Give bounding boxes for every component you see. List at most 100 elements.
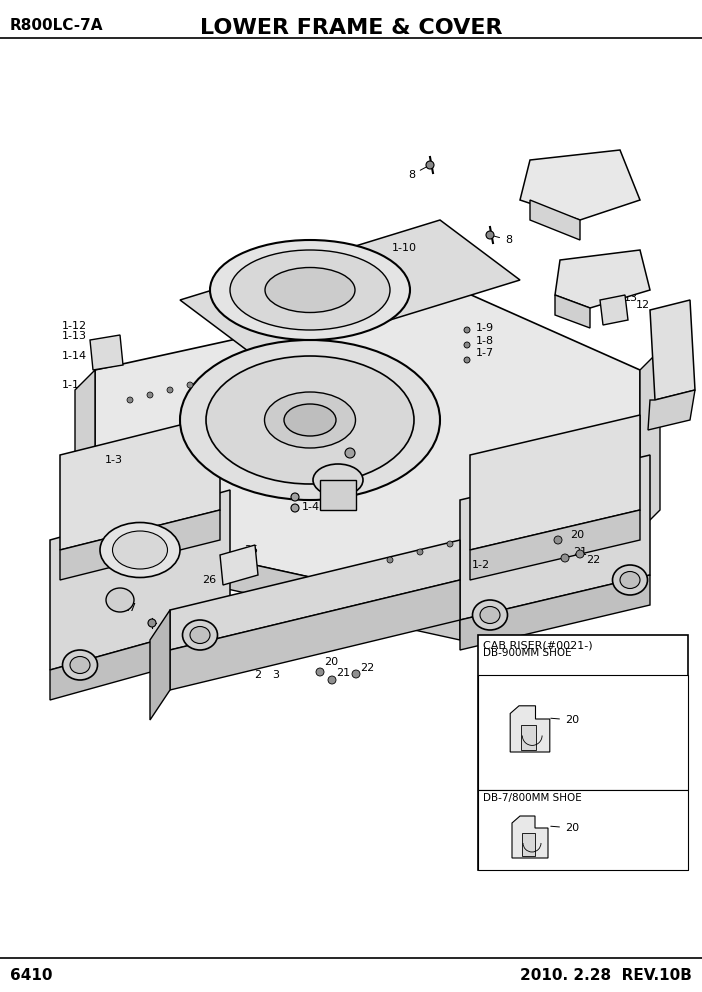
Ellipse shape <box>62 650 98 680</box>
Polygon shape <box>170 580 460 690</box>
Ellipse shape <box>284 404 336 436</box>
Text: 1-8: 1-8 <box>476 336 494 346</box>
Text: 26: 26 <box>110 533 124 543</box>
Polygon shape <box>512 816 548 858</box>
Ellipse shape <box>620 571 640 588</box>
Polygon shape <box>60 510 220 580</box>
Circle shape <box>464 327 470 333</box>
Circle shape <box>147 392 153 398</box>
Polygon shape <box>470 510 640 580</box>
Text: 12: 12 <box>636 300 650 310</box>
Ellipse shape <box>265 392 355 448</box>
Polygon shape <box>320 480 356 510</box>
Text: 27: 27 <box>122 603 136 613</box>
Text: 2: 2 <box>254 670 262 680</box>
Polygon shape <box>510 705 550 752</box>
FancyBboxPatch shape <box>478 635 688 870</box>
Text: LOWER FRAME & COVER: LOWER FRAME & COVER <box>200 18 502 38</box>
Ellipse shape <box>472 600 508 630</box>
Ellipse shape <box>190 627 210 644</box>
Polygon shape <box>530 200 580 240</box>
Text: 13: 13 <box>624 293 638 303</box>
Circle shape <box>291 493 299 501</box>
Text: CAB RISER(#0021-): CAB RISER(#0021-) <box>483 640 592 650</box>
Polygon shape <box>50 490 230 670</box>
Circle shape <box>417 549 423 555</box>
Polygon shape <box>555 295 590 328</box>
Text: 1-4: 1-4 <box>302 502 320 512</box>
Circle shape <box>561 554 569 562</box>
Polygon shape <box>640 350 660 530</box>
Ellipse shape <box>70 657 90 674</box>
Text: 21: 21 <box>336 668 350 678</box>
Text: 1-2: 1-2 <box>472 560 490 570</box>
Polygon shape <box>555 250 650 308</box>
Circle shape <box>345 448 355 458</box>
Text: 1-6: 1-6 <box>358 445 376 455</box>
Polygon shape <box>460 575 650 650</box>
Polygon shape <box>180 220 520 360</box>
Polygon shape <box>470 415 640 550</box>
Circle shape <box>554 536 562 544</box>
Polygon shape <box>600 295 628 325</box>
Circle shape <box>187 382 193 388</box>
Circle shape <box>464 342 470 348</box>
Polygon shape <box>522 833 535 856</box>
Text: 1-7: 1-7 <box>476 348 494 358</box>
Circle shape <box>387 557 393 563</box>
Circle shape <box>167 387 173 393</box>
Circle shape <box>127 397 133 403</box>
Text: 26: 26 <box>202 575 216 585</box>
Ellipse shape <box>230 250 390 330</box>
Polygon shape <box>648 390 695 430</box>
Text: 1-12: 1-12 <box>62 321 87 331</box>
Polygon shape <box>50 620 230 700</box>
Ellipse shape <box>183 620 218 650</box>
Text: 8: 8 <box>408 167 428 180</box>
Polygon shape <box>460 455 650 620</box>
Text: 21: 21 <box>573 547 587 557</box>
Text: 1-11: 1-11 <box>358 456 383 466</box>
Ellipse shape <box>313 464 363 496</box>
Circle shape <box>447 541 453 547</box>
Polygon shape <box>150 610 170 720</box>
Ellipse shape <box>480 606 500 624</box>
Circle shape <box>328 676 336 684</box>
Text: 22: 22 <box>586 555 600 565</box>
Polygon shape <box>170 540 460 650</box>
Ellipse shape <box>265 268 355 312</box>
Ellipse shape <box>112 531 168 569</box>
Text: 22: 22 <box>360 663 374 673</box>
Text: 1-1: 1-1 <box>62 380 80 390</box>
Polygon shape <box>60 415 220 550</box>
Text: DB-900MM SHOE: DB-900MM SHOE <box>483 648 571 658</box>
Circle shape <box>316 668 324 676</box>
Ellipse shape <box>210 240 410 340</box>
Text: 3: 3 <box>272 670 279 680</box>
Ellipse shape <box>613 565 647 595</box>
Circle shape <box>291 504 299 512</box>
FancyBboxPatch shape <box>478 790 688 870</box>
Text: 1-13: 1-13 <box>62 331 87 341</box>
Text: 4,5: 4,5 <box>578 258 608 268</box>
Text: 6,7: 6,7 <box>563 165 595 175</box>
Text: 1-5: 1-5 <box>302 489 320 499</box>
Text: 1-9: 1-9 <box>476 323 494 333</box>
Ellipse shape <box>100 523 180 577</box>
Circle shape <box>486 231 494 239</box>
Text: 20: 20 <box>324 657 338 667</box>
Circle shape <box>148 619 156 627</box>
FancyBboxPatch shape <box>478 675 688 790</box>
Text: 6410: 6410 <box>10 968 53 983</box>
Circle shape <box>352 670 360 678</box>
Polygon shape <box>95 290 640 610</box>
Ellipse shape <box>180 340 440 500</box>
Polygon shape <box>75 370 95 550</box>
Polygon shape <box>650 300 695 400</box>
Polygon shape <box>95 530 460 640</box>
Ellipse shape <box>206 356 414 484</box>
Text: R800LC-7A: R800LC-7A <box>10 18 103 33</box>
Text: DB-7/800MM SHOE: DB-7/800MM SHOE <box>483 793 582 803</box>
Text: 1-10: 1-10 <box>392 243 417 253</box>
Text: 20: 20 <box>551 823 579 833</box>
